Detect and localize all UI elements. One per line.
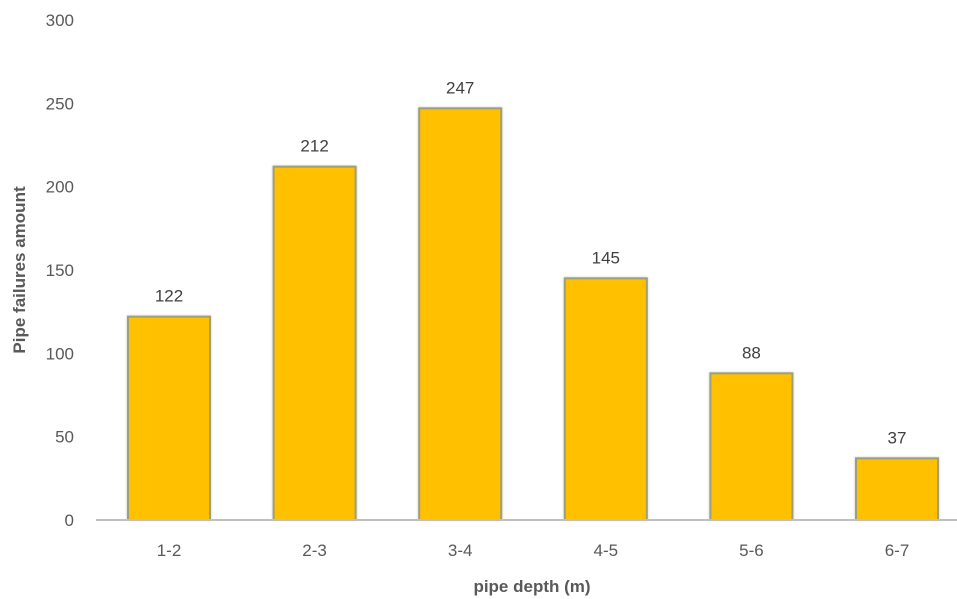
y-tick-label: 250 xyxy=(46,94,74,113)
y-axis-ticks: 0 50 100 150 200 250 300 xyxy=(46,11,74,530)
data-label: 212 xyxy=(300,137,328,156)
x-tick-label: 1-2 xyxy=(157,541,182,560)
x-tick-label: 6-7 xyxy=(885,541,910,560)
data-label: 88 xyxy=(742,343,761,362)
data-label: 122 xyxy=(155,287,183,306)
data-label: 37 xyxy=(888,428,907,447)
x-axis-ticks: 1-2 2-3 3-4 4-5 5-6 6-7 xyxy=(157,541,910,560)
data-label: 145 xyxy=(592,248,620,267)
data-label: 247 xyxy=(446,78,474,97)
bar-4-5 xyxy=(563,277,648,522)
y-tick-label: 50 xyxy=(55,428,74,447)
bar-5-6 xyxy=(709,372,794,522)
x-tick-label: 5-6 xyxy=(739,541,764,560)
y-axis-title: Pipe failures amount xyxy=(10,186,29,354)
y-tick-label: 100 xyxy=(46,344,74,363)
x-tick-label: 3-4 xyxy=(448,541,473,560)
x-tick-label: 4-5 xyxy=(594,541,619,560)
y-tick-label: 300 xyxy=(46,11,74,30)
data-labels: 122 212 247 145 88 37 xyxy=(155,78,907,447)
x-axis-title: pipe depth (m) xyxy=(473,577,590,596)
y-tick-label: 150 xyxy=(46,261,74,280)
bar-6-7 xyxy=(855,457,939,522)
y-tick-label: 200 xyxy=(46,178,74,197)
y-tick-label: 0 xyxy=(65,511,74,530)
bar-3-4 xyxy=(418,107,503,521)
bars xyxy=(127,107,939,522)
x-tick-label: 2-3 xyxy=(302,541,327,560)
bar-2-3 xyxy=(272,165,357,522)
bar-1-2 xyxy=(127,315,211,521)
